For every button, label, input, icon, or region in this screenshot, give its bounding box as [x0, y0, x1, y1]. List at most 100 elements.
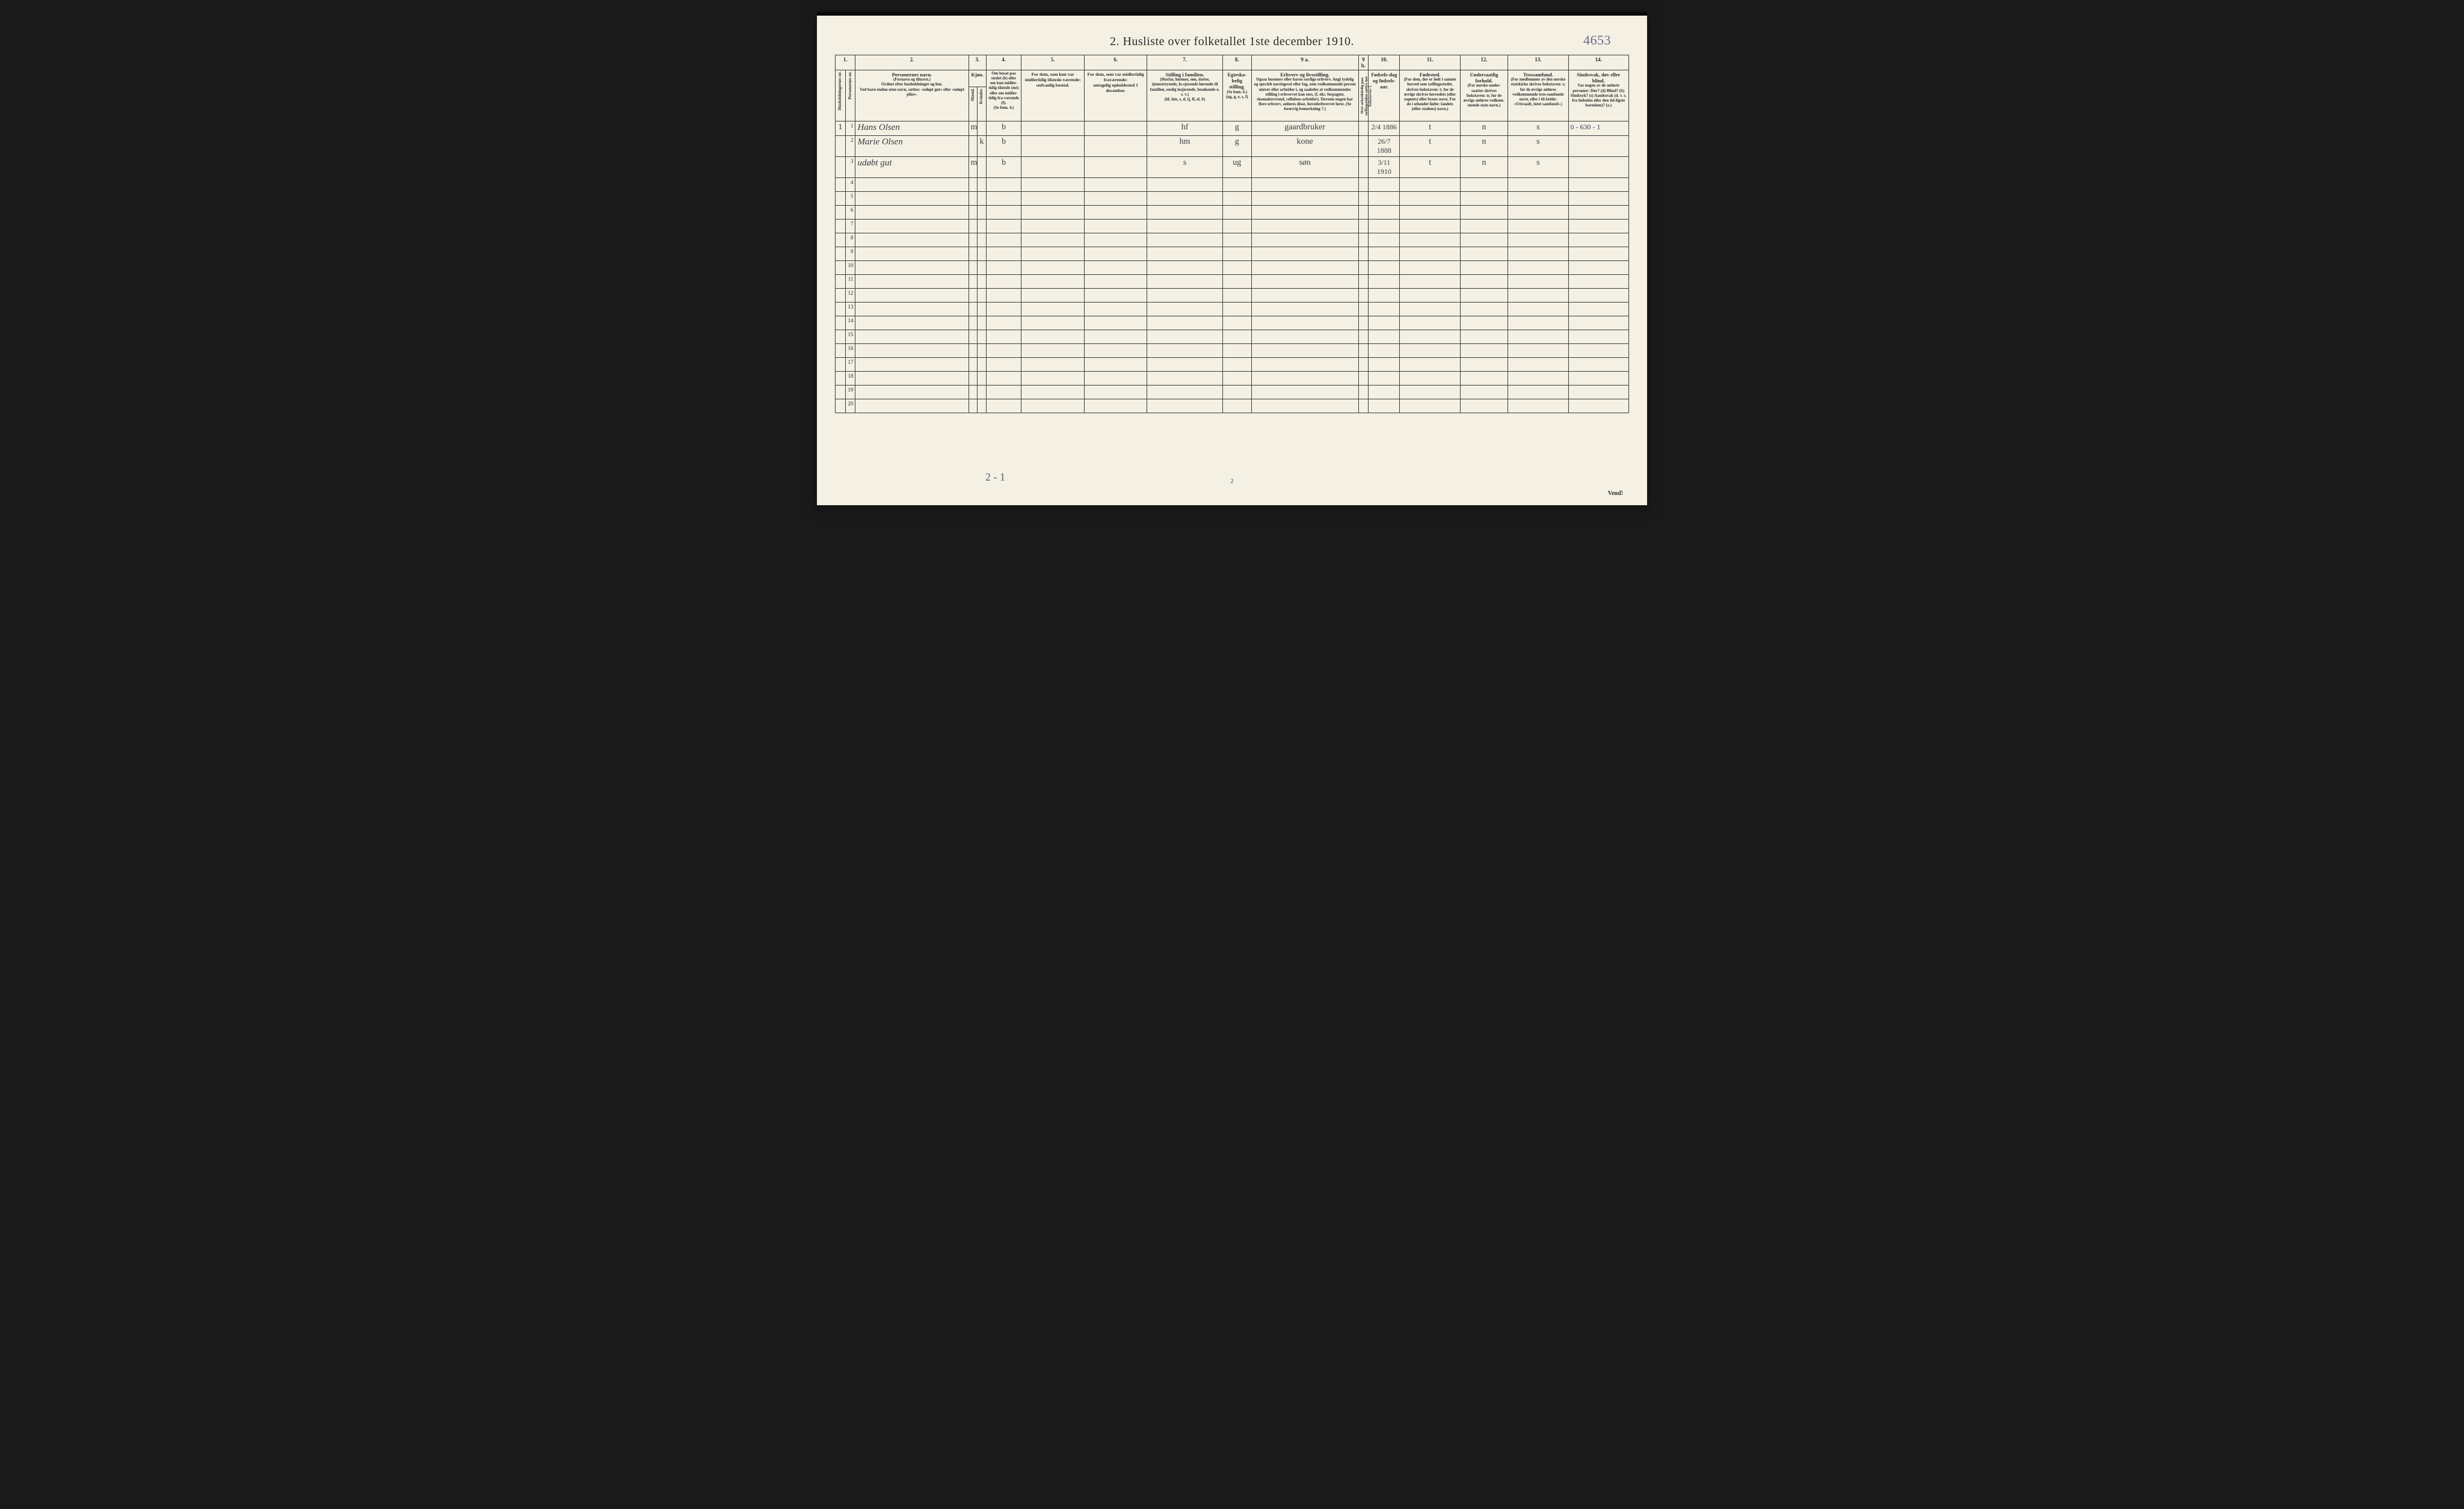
colnum-13: 13.: [1508, 55, 1568, 70]
cell-blank: [1568, 303, 1628, 316]
cell-blank: [986, 358, 1021, 372]
cell-blank: [1508, 330, 1568, 344]
cell-blank: [1084, 247, 1147, 261]
cell-blank: [1251, 358, 1358, 372]
cell-hh: [836, 157, 846, 178]
cell-blank: [1222, 275, 1251, 289]
cell-c5: [1021, 136, 1085, 157]
cell-blank: [1508, 178, 1568, 192]
cell-blank: [1222, 261, 1251, 275]
cell-blank: [1369, 275, 1400, 289]
cell-blank: [1021, 233, 1085, 247]
header-row-main: Husholdningernes nr. Personernes nr. Per…: [836, 70, 1629, 87]
cell-blank: [1084, 316, 1147, 330]
cell-blank: [1251, 289, 1358, 303]
cell-blank: [1084, 275, 1147, 289]
cell-blank: [855, 261, 969, 275]
hdr-maend: Mænd.: [969, 87, 978, 121]
cell-fsted: t: [1400, 136, 1460, 157]
cell-blank: [1358, 247, 1369, 261]
cell-blank: 4: [845, 178, 855, 192]
cell-blank: 17: [845, 358, 855, 372]
cell-blank: [1147, 344, 1222, 358]
cell-name: Marie Olsen: [855, 136, 969, 157]
cell-blank: [978, 372, 987, 386]
cell-blank: [1147, 178, 1222, 192]
cell-erhverv: gaardbruker: [1251, 121, 1358, 136]
cell-blank: [1369, 358, 1400, 372]
cell-blank: [986, 275, 1021, 289]
cell-blank: [1021, 399, 1085, 413]
colnum-9a: 9 a.: [1251, 55, 1358, 70]
cell-blank: 16: [845, 344, 855, 358]
cell-blank: [1508, 233, 1568, 247]
cell-blank: [1222, 316, 1251, 330]
cell-blank: [1251, 399, 1358, 413]
cell-name: Hans Olsen: [855, 121, 969, 136]
cell-blank: [969, 206, 978, 220]
cell-blank: [1568, 386, 1628, 399]
cell-erhverv: kone: [1251, 136, 1358, 157]
cell-m: m: [969, 157, 978, 178]
cell-blank: [836, 399, 846, 413]
cell-blank: [1222, 220, 1251, 233]
colnum-5: 5.: [1021, 55, 1085, 70]
cell-blank: [978, 192, 987, 206]
cell-blank: [986, 247, 1021, 261]
cell-blank: [1021, 261, 1085, 275]
cell-blank: [1508, 316, 1568, 330]
cell-bosat: b: [986, 157, 1021, 178]
cell-blank: [1400, 178, 1460, 192]
table-row: 16: [836, 344, 1629, 358]
cell-blank: [1400, 192, 1460, 206]
cell-blank: [855, 344, 969, 358]
cell-blank: [1084, 358, 1147, 372]
cell-blank: [1568, 247, 1628, 261]
cell-blank: [986, 372, 1021, 386]
cell-blank: 12: [845, 289, 855, 303]
cell-blank: [836, 178, 846, 192]
cell-blank: [1147, 261, 1222, 275]
hdr-bosat: Om bosat paa stedet (b) eller om kun mid…: [986, 70, 1021, 121]
cell-stilling: hm: [1147, 136, 1222, 157]
cell-blank: [1369, 316, 1400, 330]
cell-blank: [1084, 372, 1147, 386]
cell-blank: [978, 247, 987, 261]
cell-blank: [1084, 289, 1147, 303]
cell-blank: 13: [845, 303, 855, 316]
foot-vend: Vend!: [1608, 490, 1623, 497]
colnum-11: 11.: [1400, 55, 1460, 70]
table-row: 14: [836, 316, 1629, 330]
cell-blank: [1400, 372, 1460, 386]
cell-egt: ug: [1222, 157, 1251, 178]
table-row: 6: [836, 206, 1629, 220]
cell-blank: [836, 261, 846, 275]
cell-blank: [969, 344, 978, 358]
cell-blank: [978, 220, 987, 233]
table-row: 2Marie Olsenkbhmgkone26/7 1888tns: [836, 136, 1629, 157]
cell-blank: [1369, 261, 1400, 275]
cell-blank: [1084, 344, 1147, 358]
cell-blank: [1508, 192, 1568, 206]
cell-blank: [1460, 289, 1508, 303]
cell-blank: [1400, 206, 1460, 220]
cell-blank: [1251, 372, 1358, 386]
cell-blank: [1147, 233, 1222, 247]
hdr-erhverv: Erhverv og livsstilling. Ogsaa husmors e…: [1251, 70, 1358, 121]
cell-fd: 3/11 1910: [1369, 157, 1400, 178]
cell-blank: [1460, 192, 1508, 206]
cell-blank: [1400, 330, 1460, 344]
cell-blank: [969, 316, 978, 330]
cell-blank: [1400, 289, 1460, 303]
table-row: 8: [836, 233, 1629, 247]
cell-blank: [986, 261, 1021, 275]
cell-fd: 26/7 1888: [1369, 136, 1400, 157]
cell-blank: [1251, 316, 1358, 330]
cell-blank: [978, 178, 987, 192]
cell-blank: [969, 289, 978, 303]
cell-blank: [1222, 386, 1251, 399]
cell-blank: [836, 316, 846, 330]
cell-blank: [1251, 206, 1358, 220]
cell-bosat: b: [986, 121, 1021, 136]
cell-blank: [836, 303, 846, 316]
